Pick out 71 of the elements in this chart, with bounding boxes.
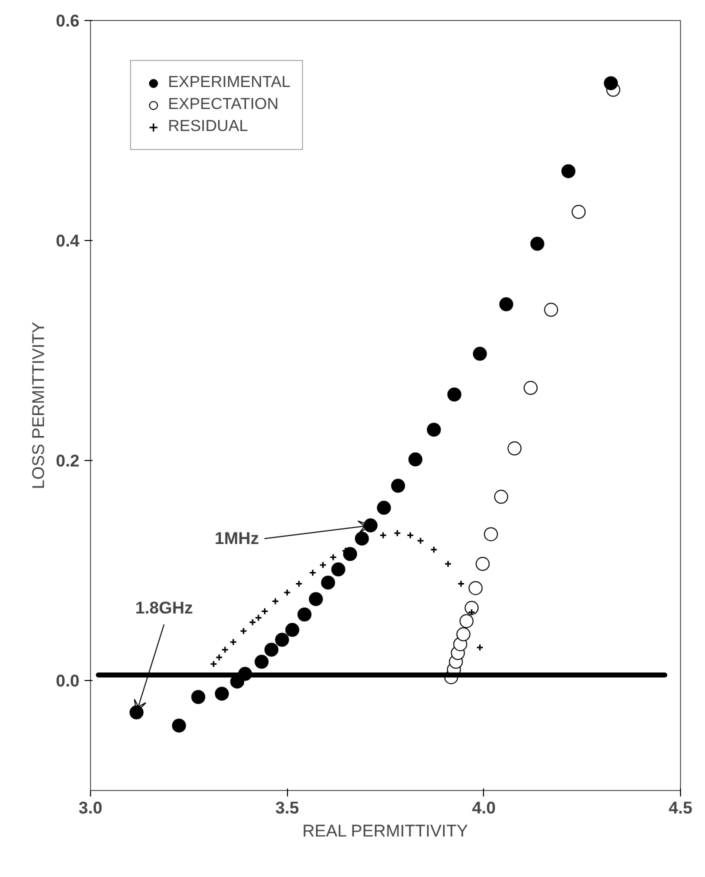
point [426, 422, 441, 437]
point [254, 654, 269, 669]
y-tick-label: 0.4 [56, 232, 80, 250]
point [572, 204, 586, 219]
point [260, 607, 268, 615]
point [508, 441, 522, 456]
legend-label: EXPECTATION [168, 96, 279, 114]
annotation: 1MHz [214, 529, 260, 548]
point [406, 532, 414, 540]
point [321, 576, 336, 590]
point [240, 627, 248, 635]
point [494, 490, 508, 504]
point [308, 592, 323, 606]
point [364, 518, 378, 532]
point [524, 380, 538, 395]
legend-label: RESIDUAL [168, 118, 248, 136]
point [499, 297, 514, 312]
point [329, 554, 337, 562]
y-tick-label: 0.6 [56, 12, 80, 30]
point [430, 546, 438, 554]
point [394, 529, 402, 537]
x-tick-label: 4.0 [472, 798, 496, 818]
point [447, 388, 462, 402]
point [472, 346, 487, 361]
point [319, 561, 327, 569]
y-tick-label: 0.0 [56, 672, 80, 690]
annotation: 1.8GHz [135, 598, 193, 618]
point [215, 654, 223, 662]
point [130, 705, 144, 720]
point [561, 164, 576, 178]
point [468, 581, 483, 596]
point [376, 500, 391, 515]
point [295, 580, 303, 588]
point [544, 302, 558, 317]
point [214, 686, 229, 701]
point [408, 452, 422, 466]
point [283, 588, 291, 596]
point [272, 598, 280, 606]
point [275, 632, 290, 647]
x-axis-title: REAL PERMITTIVITY [302, 822, 468, 840]
point [343, 547, 358, 561]
point [230, 638, 238, 646]
point [264, 642, 278, 657]
point [191, 690, 206, 704]
point [476, 644, 484, 652]
point [285, 622, 300, 637]
point [379, 532, 387, 540]
point [416, 537, 424, 545]
point [476, 556, 490, 571]
x-tick-label: 3.5 [275, 798, 299, 818]
point [297, 608, 312, 622]
point [308, 568, 316, 576]
point [604, 76, 618, 90]
point [460, 614, 474, 628]
point [530, 236, 544, 251]
point [444, 560, 452, 568]
x-tick-label: 3.0 [78, 798, 102, 818]
point [331, 562, 346, 576]
y-tick-label: 0.2 [56, 452, 80, 470]
point [391, 478, 406, 493]
point [456, 627, 470, 642]
point [354, 532, 369, 546]
y-axis-title: LOSS PERMITTIVITY [28, 322, 48, 490]
point [468, 608, 476, 616]
point [457, 580, 465, 588]
point [484, 527, 498, 542]
legend-label: EXPERIMENTAL [168, 74, 290, 92]
point [210, 660, 218, 668]
point [221, 646, 229, 654]
point [172, 718, 186, 733]
x-tick-label: 4.5 [668, 798, 692, 818]
